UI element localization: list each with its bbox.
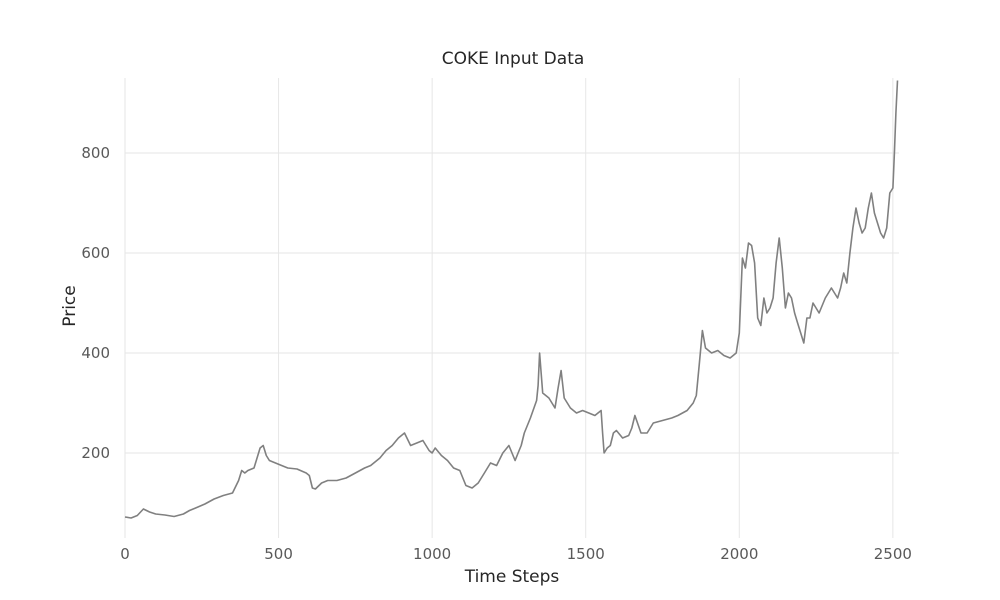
y-tick-label: 800 [81,144,110,162]
grid-lines [124,78,899,538]
x-tick-label: 0 [120,545,130,563]
x-axis-label: Time Steps [464,567,560,587]
plot-series [124,80,899,519]
x-tick-label: 2000 [720,545,758,563]
x-tick-label: 1000 [413,545,451,563]
y-tick-label: 400 [81,344,110,362]
y-tick-labels: 200 400 600 800 [81,144,110,462]
x-tick-label: 1500 [567,545,605,563]
x-tick-labels: 0 500 1000 1500 2000 2500 [120,545,912,563]
y-axis-label: Price [60,285,80,326]
price-series-line [124,80,899,519]
y-tick-label: 200 [81,444,110,462]
x-tick-label: 500 [264,545,293,563]
x-tick-label: 2500 [874,545,912,563]
y-tick-label: 600 [81,244,110,262]
chart-title: COKE Input Data [442,49,585,69]
